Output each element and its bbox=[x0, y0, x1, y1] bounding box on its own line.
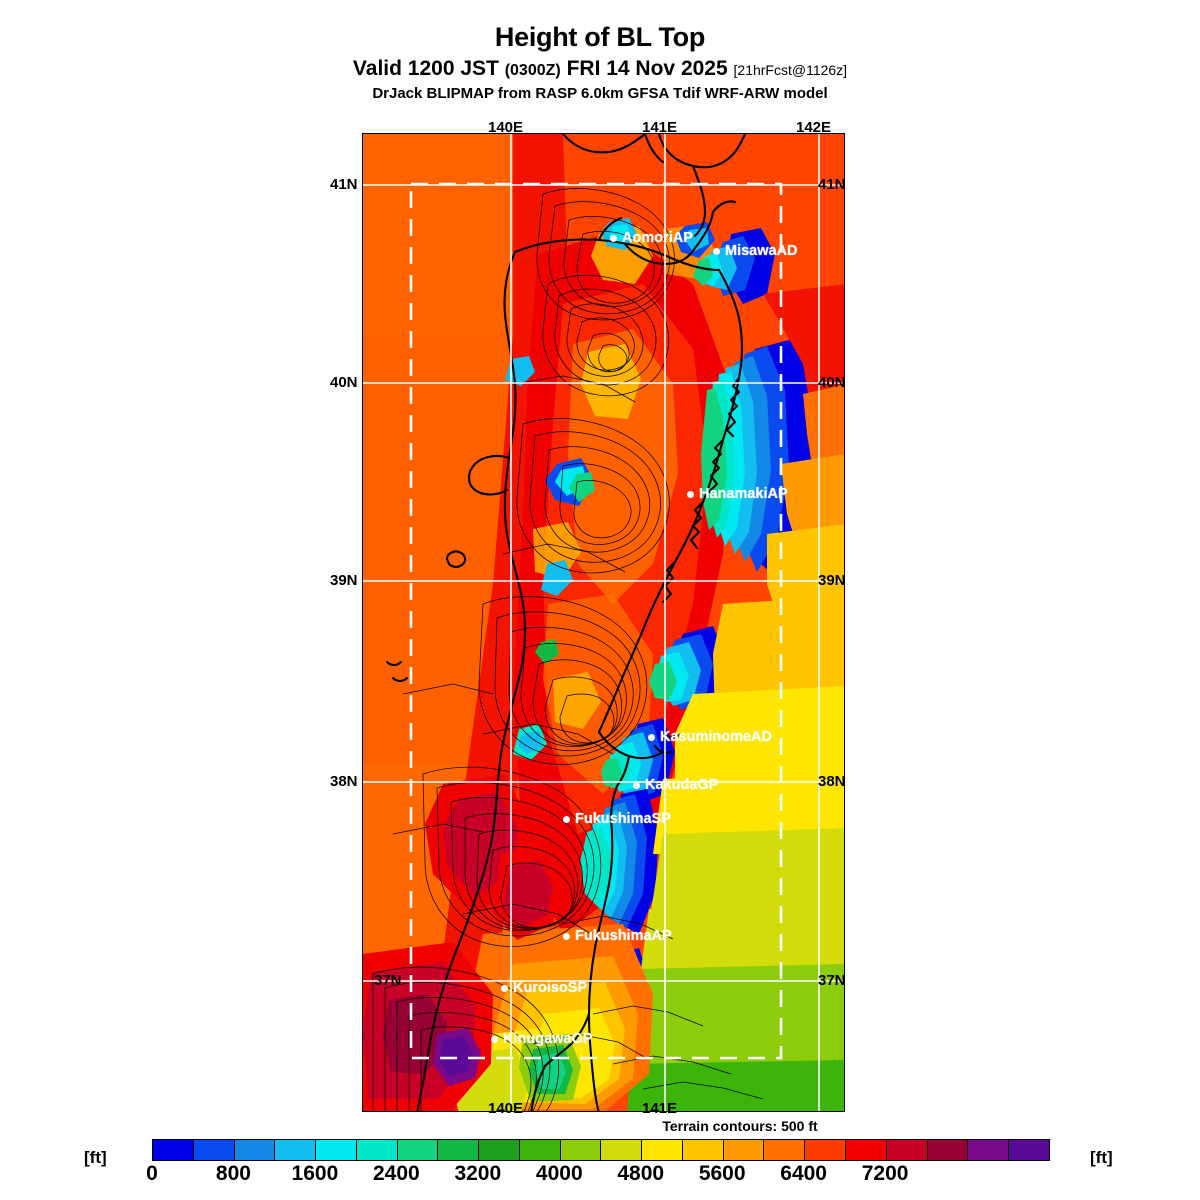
colorbar-swatch bbox=[519, 1140, 561, 1160]
colorbar-tick-label: 2400 bbox=[373, 1162, 420, 1185]
lat-label-left-40N: 40N bbox=[330, 374, 358, 391]
colorbar-tick-label: 4800 bbox=[617, 1162, 665, 1185]
colorbar-tick-label: 0 bbox=[146, 1162, 158, 1185]
colorbar-swatch bbox=[968, 1140, 1010, 1160]
lat-label-left-41N: 41N bbox=[330, 176, 358, 193]
colorbar-swatch bbox=[764, 1140, 806, 1160]
lat-label-left-37N: 37N bbox=[374, 972, 402, 989]
colorbar-swatch bbox=[1009, 1140, 1049, 1160]
colorbar-tick-label: 6400 bbox=[780, 1162, 827, 1185]
lat-label-right-40N: 40N bbox=[818, 374, 846, 391]
colorbar-swatch bbox=[153, 1140, 194, 1160]
terrain-contour-note: Terrain contours: 500 ft bbox=[662, 1118, 818, 1134]
colorbar-swatch bbox=[560, 1140, 602, 1160]
valid-time-line: Valid 1200 JST (0300Z) FRI 14 Nov 2025 [… bbox=[0, 57, 1200, 81]
lon-label-bottom-141E: 141E bbox=[642, 1100, 678, 1117]
colorbar-unit-right: [ft] bbox=[1090, 1148, 1113, 1167]
colorbar-swatch bbox=[234, 1140, 276, 1160]
forecast-tag: [21hrFcst@1126z] bbox=[733, 62, 848, 78]
colorbar-tick-label: 800 bbox=[215, 1162, 251, 1185]
lon-label-top-141E: 141E bbox=[642, 119, 678, 136]
colorbar-swatch bbox=[275, 1140, 317, 1160]
lat-label-right-38N: 38N bbox=[818, 773, 846, 790]
colorbar-swatch bbox=[438, 1140, 480, 1160]
lon-label-top-140E: 140E bbox=[488, 119, 524, 136]
map-raster bbox=[363, 134, 844, 1111]
lon-label-bottom-140E: 140E bbox=[488, 1100, 524, 1117]
model-description: DrJack BLIPMAP from RASP 6.0km GFSA Tdif… bbox=[372, 85, 828, 102]
colorbar-tick-label: 3200 bbox=[454, 1162, 502, 1185]
colorbar-swatch bbox=[682, 1140, 724, 1160]
lat-label-left-38N: 38N bbox=[330, 773, 358, 790]
lat-label-right-39N: 39N bbox=[818, 572, 846, 589]
colorbar-swatch bbox=[316, 1140, 357, 1160]
colorbar-unit-left: [ft] bbox=[84, 1148, 107, 1167]
colorbar[interactable] bbox=[152, 1139, 1050, 1161]
colorbar-tick-label: 5600 bbox=[698, 1162, 746, 1185]
colorbar-swatch bbox=[723, 1140, 765, 1160]
page-title: Height of BL Top bbox=[494, 22, 706, 52]
colorbar-swatch bbox=[479, 1140, 520, 1160]
colorbar-swatch bbox=[356, 1140, 398, 1160]
valid-time-utc: (0300Z) bbox=[504, 62, 561, 79]
colorbar-swatch bbox=[601, 1140, 643, 1160]
valid-date: FRI 14 Nov 2025 bbox=[566, 57, 728, 80]
colorbar-tick-label: 1600 bbox=[291, 1162, 339, 1185]
colorbar-tick-label: 7200 bbox=[861, 1162, 909, 1185]
lat-label-right-41N: 41N bbox=[818, 176, 846, 193]
colorbar-swatch bbox=[805, 1140, 847, 1160]
forecast-map[interactable] bbox=[362, 133, 845, 1112]
colorbar-swatch bbox=[886, 1140, 928, 1160]
colorbar-swatch bbox=[397, 1140, 439, 1160]
lon-label-top-142E: 142E bbox=[796, 119, 832, 136]
colorbar-swatch bbox=[927, 1140, 969, 1160]
lat-label-right-37N: 37N bbox=[818, 972, 846, 989]
valid-time-main: Valid 1200 JST bbox=[352, 57, 499, 80]
colorbar-swatch bbox=[846, 1140, 887, 1160]
colorbar-tick-label: 4000 bbox=[535, 1162, 583, 1185]
colorbar-swatch bbox=[642, 1140, 683, 1160]
colorbar-swatch bbox=[193, 1140, 235, 1160]
lat-label-left-39N: 39N bbox=[330, 572, 358, 589]
